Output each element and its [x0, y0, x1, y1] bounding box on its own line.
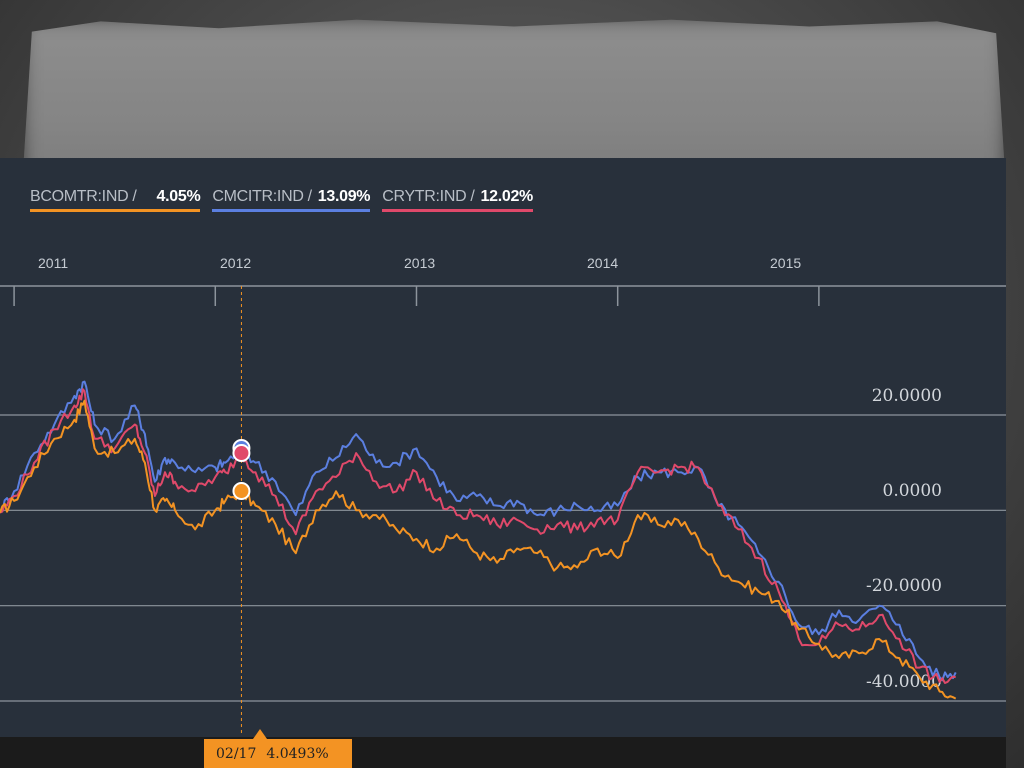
legend-series-name: CRYTR:IND — [382, 188, 467, 205]
bottom-bar — [0, 737, 1006, 768]
series-line-bcomtrind — [0, 399, 957, 700]
data-point-marker — [232, 482, 251, 501]
crosshair-tooltip: 02/17 4.0493% — [204, 739, 352, 768]
legend-series-name: BCOMTR:IND — [30, 188, 129, 205]
tooltip-pointer — [253, 729, 267, 739]
x-tick-label: 2015 — [770, 255, 802, 271]
legend-series-value: 13.09% — [317, 188, 371, 205]
tooltip-value: 4.0493% — [266, 745, 329, 762]
legend-separator: / — [307, 188, 312, 205]
y-tick-label: -20.0000 — [865, 576, 942, 596]
tooltip-date: 02/17 — [216, 745, 257, 762]
legend-series-name: CMCITR:IND — [212, 188, 304, 205]
y-tick-label: 20.0000 — [871, 386, 942, 406]
x-tick-label: 2014 — [587, 255, 619, 271]
legend-item-cmcitr[interactable]: CMCITR:IND / 13.09% — [212, 188, 371, 212]
series-line-cmcitrind — [0, 380, 957, 682]
data-point-marker — [232, 444, 251, 463]
legend-separator: / — [470, 188, 475, 205]
y-tick-label: -40.0000 — [865, 672, 942, 692]
y-tick-label: 0.0000 — [882, 481, 942, 501]
legend-series-value: 12.02% — [480, 188, 534, 205]
legend-item-bcomtr[interactable]: BCOMTR:IND / 4.05% — [30, 188, 201, 212]
series-line-crytrind — [0, 388, 956, 684]
x-tick-label: 2013 — [404, 255, 436, 271]
x-tick-label: 2012 — [220, 255, 252, 271]
legend-series-value: 4.05% — [156, 188, 201, 205]
legend-item-crytr[interactable]: CRYTR:IND / 12.02% — [382, 188, 533, 212]
chart-legend: BCOMTR:IND / 4.05% CMCITR:IND / 13.09% C… — [30, 188, 533, 212]
x-tick-label: 2011 — [38, 255, 69, 271]
legend-separator: / — [132, 188, 137, 205]
